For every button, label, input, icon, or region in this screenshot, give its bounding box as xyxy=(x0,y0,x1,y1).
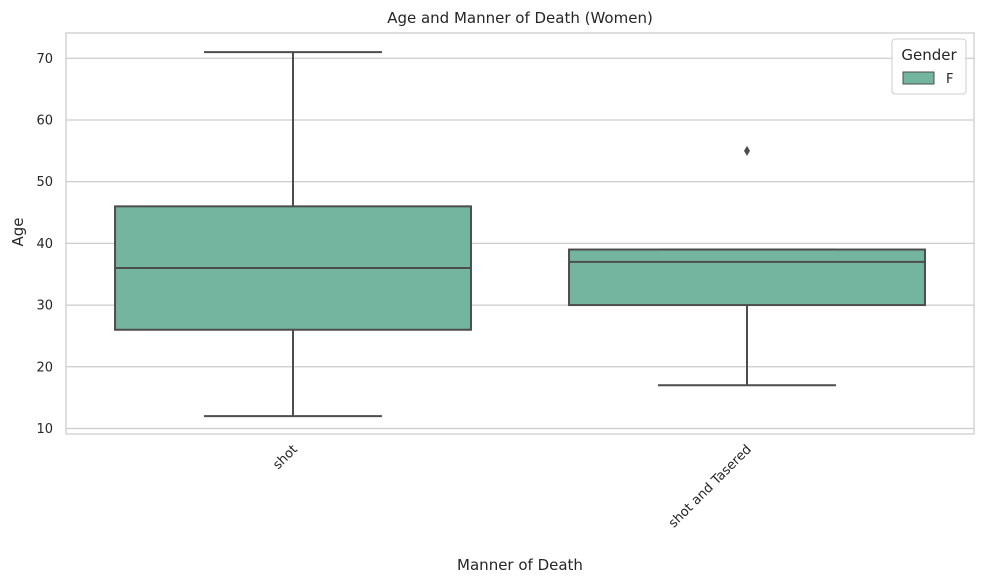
x-tick-label-1: shot xyxy=(270,442,300,472)
box-body xyxy=(568,248,926,307)
y-tick-label-40: 40 xyxy=(36,237,53,252)
x-tick-labels: shot shot and Tasered xyxy=(270,442,754,531)
boxes xyxy=(114,51,926,418)
y-tick-label-20: 20 xyxy=(36,360,53,375)
y-tick-label-60: 60 xyxy=(36,113,53,128)
x-tick-2: shot and Tasered xyxy=(666,442,755,531)
legend-swatch-f xyxy=(902,71,935,85)
y-axis-label: Age xyxy=(9,217,27,246)
box-1 xyxy=(114,51,472,418)
y-tick-label-70: 70 xyxy=(36,52,53,67)
y-tick-labels: 10 20 30 40 50 60 70 xyxy=(36,52,53,437)
y-tick-label-10: 10 xyxy=(36,422,53,437)
box-2 xyxy=(568,145,926,387)
x-axis-label: Manner of Death xyxy=(457,556,583,574)
x-tick-1: shot xyxy=(270,442,300,472)
legend: Gender F xyxy=(891,38,967,95)
plot-frame xyxy=(65,32,975,435)
legend-title: Gender xyxy=(901,46,957,64)
outlier-1 xyxy=(744,145,750,156)
legend-label-f: F xyxy=(946,72,953,87)
x-tick-label-2: shot and Tasered xyxy=(666,442,755,531)
y-tick-label-30: 30 xyxy=(36,299,53,314)
y-tick-label-50: 50 xyxy=(36,175,53,190)
chart-title: Age and Manner of Death (Women) xyxy=(387,9,653,27)
